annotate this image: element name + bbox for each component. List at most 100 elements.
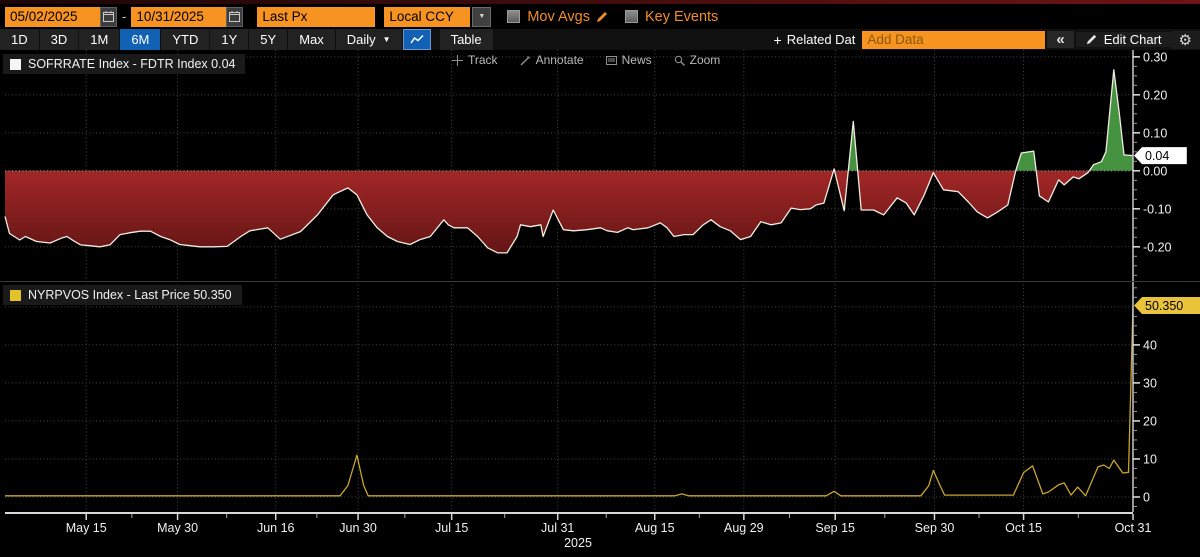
y-axis-tick-label: 0.00 [1143,164,1167,178]
crosshair-icon [452,54,463,66]
spread-series-swatch [10,58,21,70]
date-range-separator: - [122,9,127,24]
y-axis-tick-label: -0.10 [1143,202,1172,216]
x-axis-tick-label: Aug 29 [724,521,764,535]
mov-avgs-edit-button[interactable] [595,10,609,24]
y-axis-tick-label: -0.20 [1143,240,1172,254]
price-field-select[interactable]: Last Px [257,6,376,27]
x-axis-tick-label: May 30 [157,521,198,535]
last-value-tag-label: 50.350 [1145,299,1183,313]
track-label: Track [468,53,498,67]
news-tool[interactable]: News [605,53,652,67]
volume-legend-label: NYRPVOS Index - Last Price 50.350 [28,288,232,302]
related-data-button[interactable]: + Related Dat [767,32,863,48]
y-axis-tick-label: 0 [1143,490,1150,504]
spread-chart-canvas[interactable]: 0.30 0.20 0.10 0.00 -0.10 -0.20 0.04 [0,50,1200,281]
annotate-label: Annotate [535,53,584,67]
chart-type-button[interactable] [402,29,431,50]
toolbar-right-group: + Related Dat « Edit Chart ⚙ [767,29,1200,50]
spread-chart-pane: SOFRRATE Index - FDTR Index 0.04 Track A… [0,50,1200,281]
y-axis-tick-label: 0.20 [1143,88,1167,102]
range-button-3d[interactable]: 3D [39,29,79,50]
chart-toolbar: 1D 3D 1M 6M YTD 1Y 5Y Max Daily ▼ Table … [0,29,1200,50]
x-axis-year-label: 2025 [564,536,592,550]
x-axis-tick-label: Jul 15 [435,521,468,535]
x-axis-tick-label: Sep 30 [915,521,955,535]
range-button-1y[interactable]: 1Y [210,29,249,50]
start-date-calendar-button[interactable] [100,6,117,27]
window-top-edge [0,0,1200,4]
x-axis-tick-label: Oct 15 [1005,521,1042,535]
series-line [5,305,1134,497]
currency-select[interactable]: Local CCY [384,6,471,27]
plus-icon: + [773,31,782,48]
period-label: Daily [346,32,376,47]
volume-chart-pane: NYRPVOS Index - Last Price 50.350 40 30 20… [0,281,1200,512]
edit-chart-label: Edit Chart [1103,32,1162,47]
annotate-tool[interactable]: Annotate [520,53,584,67]
end-date-calendar-button[interactable] [226,6,244,27]
magnifier-icon [674,55,685,66]
volume-legend[interactable]: NYRPVOS Index - Last Price 50.350 [3,285,242,305]
line-chart-icon [409,34,424,44]
chevron-down-icon: ▼ [382,35,391,44]
x-axis-tick-label: Jul 31 [541,521,574,535]
x-axis-tick-label: Oct 31 [1115,521,1152,535]
y-axis-tick-label: 20 [1143,414,1157,428]
annotate-pencil-icon [520,55,530,65]
range-button-ytd[interactable]: YTD [161,29,210,50]
range-button-max[interactable]: Max [288,29,335,50]
x-axis-tick-label: Aug 15 [635,521,675,535]
settings-gear-button[interactable]: ⚙ [1170,30,1200,49]
series-line [4,69,1134,254]
pencil-icon [1086,34,1096,45]
range-button-1m[interactable]: 1M [79,29,120,50]
range-button-5y[interactable]: 5Y [249,29,288,50]
x-axis-tick-label: May 15 [66,521,107,535]
calendar-icon [103,11,114,22]
key-events-label[interactable]: Key Events [644,8,719,25]
news-label: News [621,53,652,67]
related-data-label: Related Dat [786,32,856,47]
collapse-panel-button[interactable]: « [1047,31,1074,48]
last-value-tag [1134,297,1200,315]
range-button-1d[interactable]: 1D [0,29,39,50]
y-axis-tick-label: 30 [1143,376,1157,390]
mov-avgs-checkbox[interactable] [507,10,521,23]
edit-chart-button[interactable]: Edit Chart [1075,32,1171,47]
x-axis-tick-label: Jun 16 [257,521,295,535]
volume-series-swatch [10,289,21,301]
end-date-input[interactable]: 10/31/2025 [131,6,227,27]
x-axis-canvas: May 15 May 30 Jun 16 Jun 30 Jul 15 Jul 31 Aug … [5,512,1152,550]
zoom-label: Zoom [689,53,721,67]
period-dropdown[interactable]: Daily ▼ [335,29,402,50]
y-axis-tick-label: 0.10 [1143,126,1167,140]
calendar-icon [229,11,241,22]
chart-settings-bar: 05/02/2025 - 10/31/2025 Last Px Local CC… [0,4,1200,29]
currency-dropdown-button[interactable]: ▼ [472,6,492,27]
x-axis-tick-label: Sep 15 [815,521,855,535]
news-icon [605,55,617,65]
pencil-icon [596,11,607,22]
add-data-input[interactable] [862,30,1046,49]
x-axis-tick-label: Jun 30 [339,521,377,535]
x-axis: May 15 May 30 Jun 16 Jun 30 Jul 15 Jul 31 Aug … [0,512,1200,557]
y-axis-tick-label: 10 [1143,452,1157,466]
mov-avgs-label[interactable]: Mov Avgs [527,8,590,25]
table-button[interactable]: Table [439,29,493,50]
track-tool[interactable]: Track [452,53,498,67]
y-axis-tick-label: 40 [1143,338,1157,352]
negative-area-fill [5,170,1090,253]
key-events-checkbox[interactable] [624,10,638,23]
chart-tools: Track Annotate News Zoom [452,53,720,67]
spread-legend[interactable]: SOFRRATE Index - FDTR Index 0.04 [3,54,246,74]
start-date-input[interactable]: 05/02/2025 [5,6,100,27]
volume-chart-canvas[interactable]: 40 30 20 10 0 50.350 [0,281,1200,512]
last-value-tag [1134,147,1187,165]
spread-legend-label: SOFRRATE Index - FDTR Index 0.04 [28,57,236,71]
last-value-tag-label: 0.04 [1145,149,1169,163]
range-button-6m[interactable]: 6M [120,29,161,50]
zoom-tool[interactable]: Zoom [674,53,721,67]
y-axis-tick-label: 0.30 [1143,50,1167,64]
